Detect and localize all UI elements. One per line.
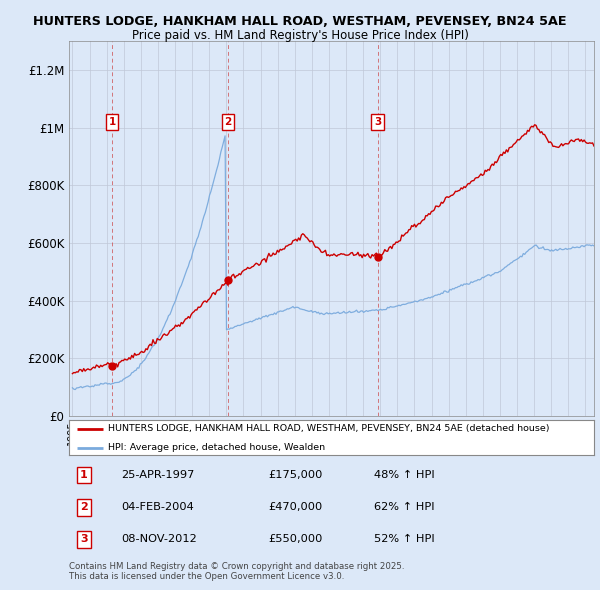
Text: Price paid vs. HM Land Registry's House Price Index (HPI): Price paid vs. HM Land Registry's House …	[131, 29, 469, 42]
Text: £470,000: £470,000	[269, 503, 323, 512]
Text: 2: 2	[224, 117, 232, 127]
Text: £550,000: £550,000	[269, 535, 323, 545]
Text: 52% ↑ HPI: 52% ↑ HPI	[373, 535, 434, 545]
Text: 62% ↑ HPI: 62% ↑ HPI	[373, 503, 434, 512]
Text: Contains HM Land Registry data © Crown copyright and database right 2025.
This d: Contains HM Land Registry data © Crown c…	[69, 562, 404, 581]
Text: 48% ↑ HPI: 48% ↑ HPI	[373, 470, 434, 480]
Text: HPI: Average price, detached house, Wealden: HPI: Average price, detached house, Weal…	[109, 443, 325, 452]
Text: HUNTERS LODGE, HANKHAM HALL ROAD, WESTHAM, PEVENSEY, BN24 5AE: HUNTERS LODGE, HANKHAM HALL ROAD, WESTHA…	[33, 15, 567, 28]
Text: £175,000: £175,000	[269, 470, 323, 480]
Text: 2: 2	[80, 503, 88, 512]
Text: 04-FEB-2004: 04-FEB-2004	[121, 503, 194, 512]
Text: 08-NOV-2012: 08-NOV-2012	[121, 535, 197, 545]
Text: 3: 3	[80, 535, 88, 545]
Text: 25-APR-1997: 25-APR-1997	[121, 470, 195, 480]
Text: 1: 1	[109, 117, 116, 127]
Text: HUNTERS LODGE, HANKHAM HALL ROAD, WESTHAM, PEVENSEY, BN24 5AE (detached house): HUNTERS LODGE, HANKHAM HALL ROAD, WESTHA…	[109, 424, 550, 434]
Text: 1: 1	[80, 470, 88, 480]
Text: 3: 3	[374, 117, 381, 127]
